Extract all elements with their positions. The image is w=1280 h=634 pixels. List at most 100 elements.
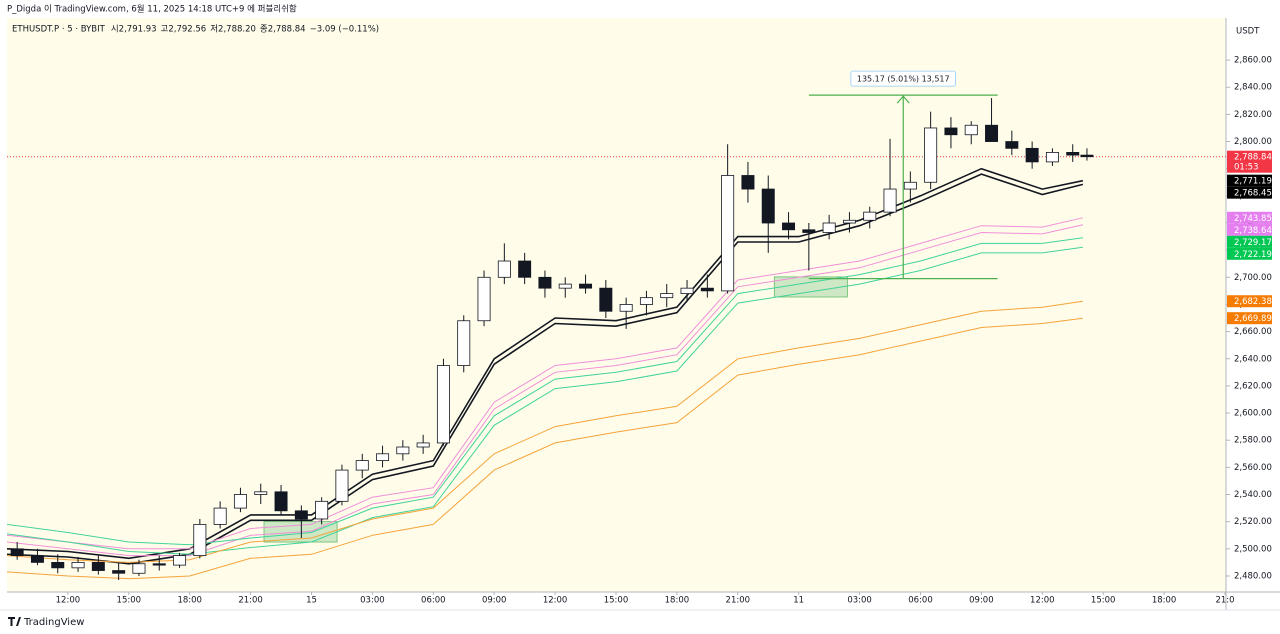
price-tag (1227, 247, 1272, 260)
y-tick-label: 2,580.00 (1234, 436, 1272, 446)
candle-body (782, 222, 796, 231)
y-tick-label: 2,640.00 (1234, 354, 1272, 364)
band-line (7, 317, 1083, 580)
price-tag (1227, 312, 1272, 325)
plot-background (7, 18, 1226, 592)
candle-body (355, 460, 369, 471)
x-tick-label: 12:00 (56, 596, 81, 606)
candle-body (71, 562, 85, 569)
candle-body (1066, 152, 1080, 156)
candle-body (477, 276, 491, 322)
candle-body (436, 365, 450, 444)
band-line (7, 217, 1084, 550)
band-line (7, 224, 1084, 557)
candle-body (883, 188, 897, 213)
price-tag-label: 2,669.89 (1234, 314, 1272, 324)
candle-body (1025, 147, 1039, 163)
x-tick-label: 09:00 (969, 596, 994, 606)
candle-body (944, 127, 958, 136)
band-line (7, 300, 1083, 563)
x-tick-label: 03:00 (360, 596, 385, 606)
price-tag (1227, 174, 1272, 187)
x-tick-label: 21:0 (1215, 596, 1234, 606)
y-tick-label: 2,860.00 (1234, 56, 1272, 66)
candle-body (91, 562, 105, 571)
band-line (7, 246, 1083, 555)
x-tick-label: 21:00 (238, 596, 263, 606)
y-tick-label: 2,560.00 (1234, 463, 1272, 473)
price-tag-label: 2,771.19 (1234, 177, 1272, 187)
candle-body (985, 124, 999, 142)
currency: USDT (1236, 27, 1260, 37)
measure-arrowhead (896, 95, 910, 104)
candle-body (741, 175, 755, 190)
candle-body (213, 507, 227, 525)
candle-body (842, 219, 856, 224)
price-tag (1227, 223, 1272, 236)
candle-body (193, 523, 207, 557)
x-tick-label: 06:00 (908, 596, 933, 606)
band-line (7, 237, 1083, 546)
x-tick-label: 06:00 (421, 596, 446, 606)
x-tick-label: 15:00 (117, 596, 142, 606)
measure-label-box (850, 70, 957, 87)
y-tick-label: 2,660.00 (1234, 327, 1272, 337)
candle-body (457, 320, 471, 366)
y-tick-label: 2,620.00 (1234, 381, 1272, 391)
candle-body (112, 570, 126, 574)
candle-body (619, 304, 633, 312)
y-tick-label: 2,520.00 (1234, 517, 1272, 527)
candle-body (538, 276, 552, 289)
x-tick-label: 03:00 (847, 596, 872, 606)
price-tag (1227, 211, 1272, 224)
x-tick-label: 15:00 (604, 596, 629, 606)
ohlc-value: 2,788.84 (268, 25, 306, 35)
candle-body (680, 287, 694, 294)
candle-body (274, 491, 288, 512)
candle-body (335, 469, 349, 502)
ohlc-label: 종 (260, 25, 268, 35)
price-tag-label: 2,722.19 (1234, 250, 1272, 260)
ohlc-label: 고 (161, 25, 169, 35)
price-tag-label: 2,743.85 (1234, 214, 1272, 224)
plot-layer (7, 94, 1226, 581)
price-tag-countdown: 01:53 (1234, 163, 1259, 173)
y-tick-label: 2,820.00 (1234, 110, 1272, 120)
symbol: ETHUSDT.P · 5 · BYBIT (12, 25, 106, 35)
candle-body (863, 211, 877, 221)
candle-body (376, 453, 390, 461)
candle-body (518, 260, 532, 278)
x-tick-label: 12:00 (1030, 596, 1055, 606)
ohlc-value: 2,788.20 (218, 25, 256, 35)
y-tick-label: 2,800.00 (1234, 137, 1272, 147)
candle-body (152, 563, 166, 566)
x-tick-label: 15 (306, 596, 317, 606)
y-tick-label: 2,700.00 (1234, 273, 1272, 283)
candle-body (1080, 154, 1094, 158)
brand: TradingView (23, 617, 84, 628)
candle-body (132, 563, 146, 574)
highlight-box (773, 276, 848, 298)
candle-body (173, 555, 187, 566)
candle-body (721, 175, 735, 292)
brand-logo (8, 617, 21, 626)
price-tag (1227, 295, 1272, 308)
price-tag-label: 2,729.17 (1234, 238, 1272, 248)
candle-body (497, 260, 511, 278)
candle-body (924, 127, 938, 183)
candle-body (700, 287, 714, 292)
candle-body (964, 124, 978, 136)
ohlc-label: 시 (111, 25, 119, 35)
candle-body (660, 293, 674, 299)
x-tick-label: 15:00 (1091, 596, 1116, 606)
ohlc-value: 2,791.93 (119, 25, 157, 35)
y-tick-label: 2,840.00 (1234, 83, 1272, 93)
x-tick-label: 11 (793, 596, 804, 606)
x-tick-label: 12:00 (543, 596, 568, 606)
candle-body (761, 188, 775, 224)
candle-body (396, 446, 410, 455)
ohlc-label: 저 (210, 25, 218, 35)
candle-body (903, 181, 917, 190)
y-tick-label: 2,540.00 (1234, 490, 1272, 500)
